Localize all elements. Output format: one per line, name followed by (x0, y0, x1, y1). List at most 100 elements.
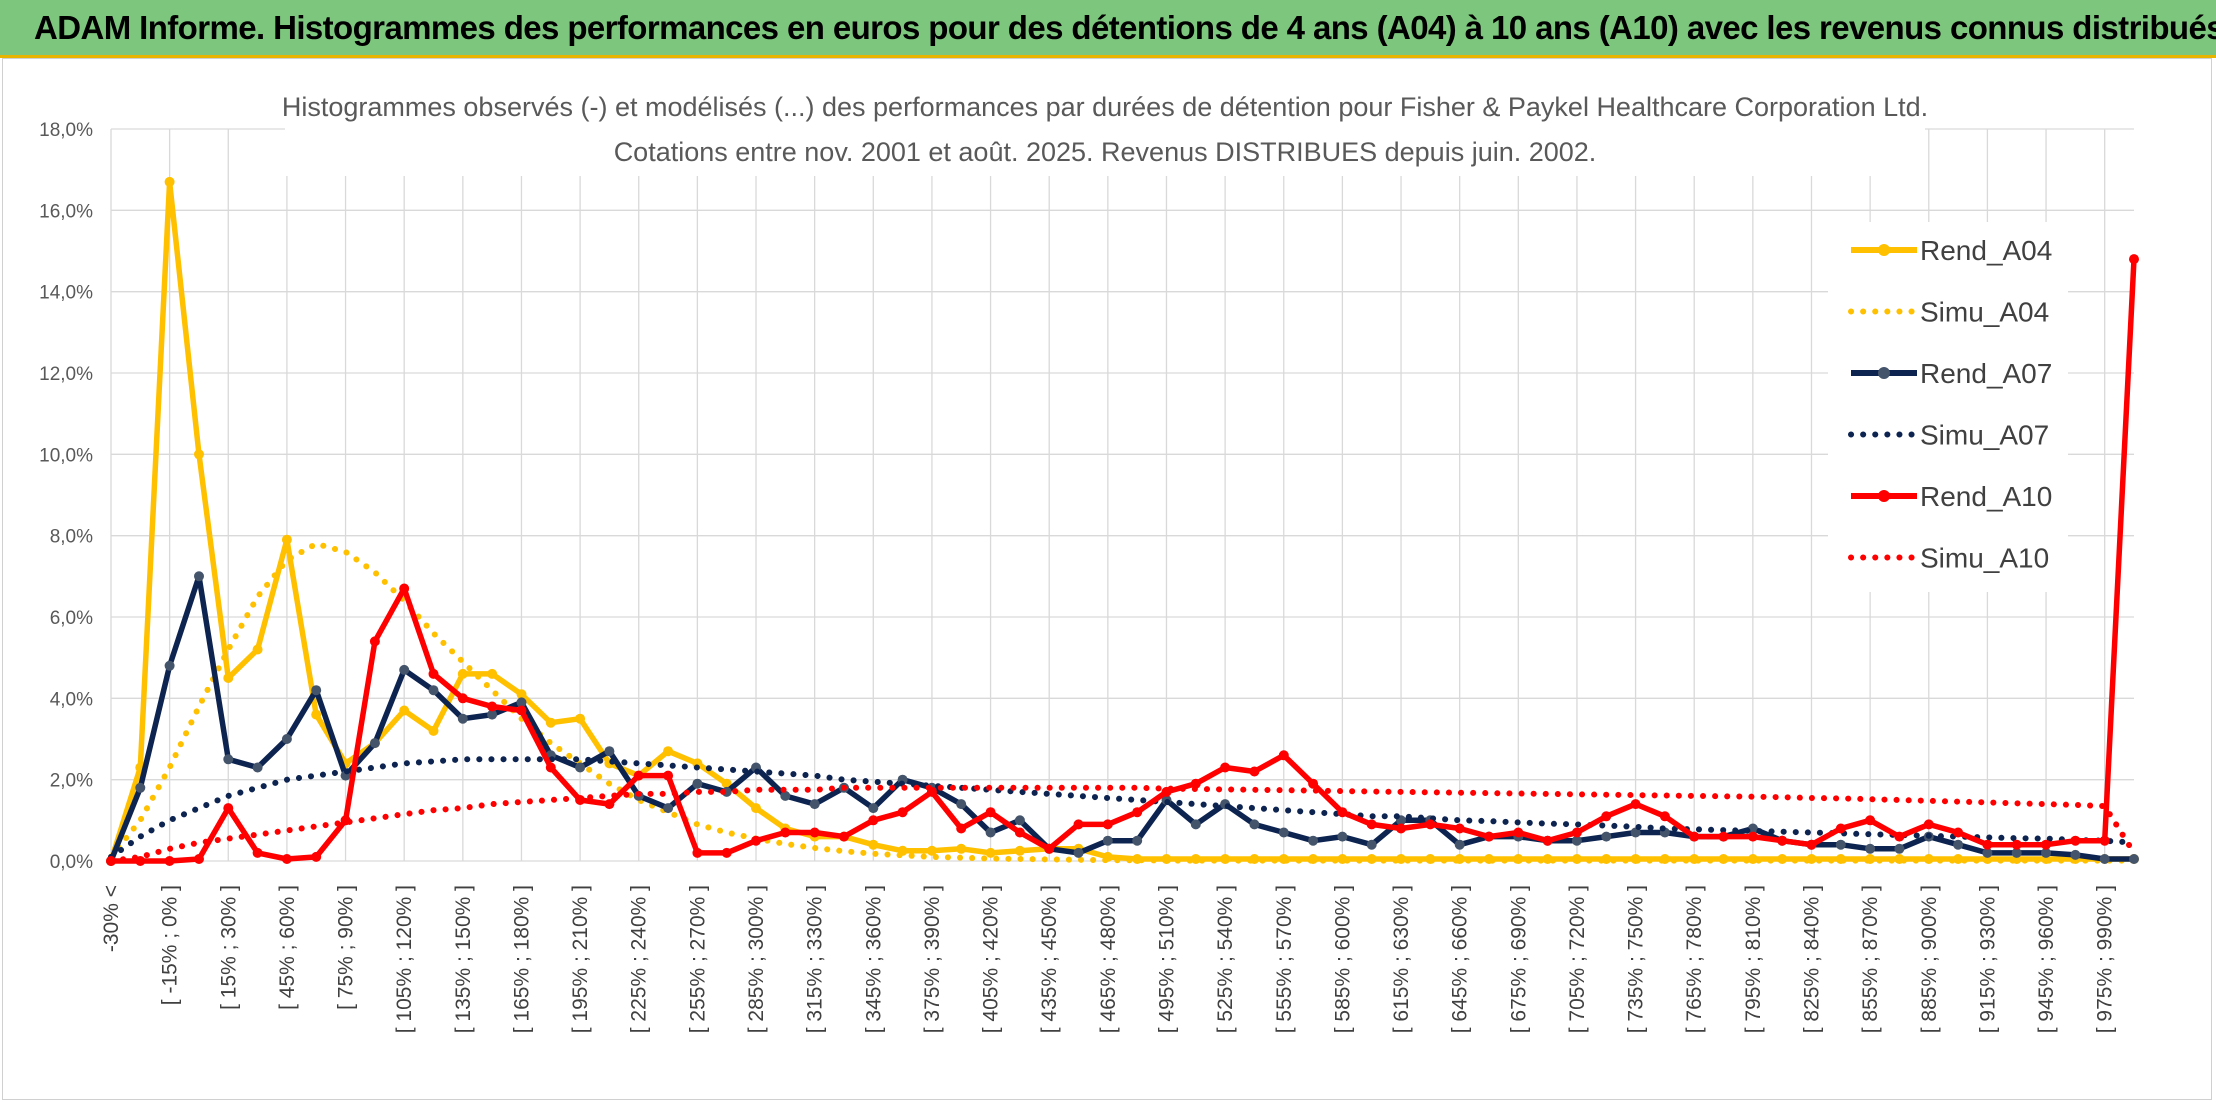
data-point (897, 807, 908, 818)
data-point (1923, 819, 1934, 830)
data-point (487, 701, 498, 712)
data-point (281, 534, 292, 545)
legend-marker (1878, 244, 1890, 256)
data-point (839, 831, 849, 842)
data-point (135, 782, 146, 793)
report-banner: ADAM Informe. Histogrammes des performan… (0, 0, 2216, 58)
x-tick-label: [ 975% ; 990% ] (2094, 885, 2117, 1033)
x-tick-label: [ 435% ; 450% ] (1038, 885, 1061, 1033)
data-point (1102, 835, 1113, 846)
subtitle-backdrop (285, 84, 1925, 176)
data-point (194, 571, 204, 582)
data-point (487, 709, 498, 720)
data-point (164, 660, 175, 671)
legend-item-simu-a07[interactable]: Simu_A07 (1848, 420, 2049, 451)
x-tick-label: [ 525% ; 540% ] (1214, 885, 1237, 1033)
legend-item-simu-a04[interactable]: Simu_A04 (1848, 297, 2049, 328)
y-tick-label: 18,0% (39, 120, 93, 141)
data-point (252, 762, 263, 773)
data-point (457, 693, 468, 704)
data-point (1454, 823, 1465, 834)
x-tick-label: [ 615% ; 630% ] (1390, 885, 1413, 1033)
data-point (2011, 839, 2022, 850)
data-point (1747, 854, 1758, 864)
x-axis-ticks: -30% < [ -15% ; 0% ] [ 15% ; 30% ] [ 45% ; … (100, 885, 2117, 1033)
data-point (1894, 843, 1905, 854)
x-tick-label: [ 945% ; 960% ] (2035, 885, 2058, 1033)
data-point (1337, 807, 1348, 818)
data-point (663, 746, 674, 757)
data-point (1747, 831, 1758, 842)
data-point (164, 856, 175, 866)
data-point (1278, 827, 1289, 838)
data-point (2011, 847, 2022, 858)
data-point (1073, 819, 1084, 830)
x-tick-label: [ 225% ; 240% ] (628, 885, 651, 1033)
data-point (428, 668, 439, 679)
data-point (956, 843, 967, 854)
x-tick-label: [ 75% ; 90% ] (335, 885, 358, 1010)
legend-item-rend-a10[interactable]: Rend_A10 (1851, 481, 2052, 512)
legend-label: Rend_A04 (1920, 235, 2052, 266)
x-tick-label: [ 105% ; 120% ] (393, 885, 416, 1033)
legend-item-simu-a10[interactable]: Simu_A10 (1848, 543, 2049, 574)
data-point (2129, 254, 2139, 265)
data-point (1014, 827, 1025, 838)
data-point (1601, 811, 1612, 822)
data-point (1953, 854, 1964, 864)
x-tick-label: [ 15% ; 30% ] (217, 885, 240, 1010)
data-point (1278, 750, 1289, 761)
data-point (369, 636, 380, 647)
y-tick-label: 2,0% (50, 771, 93, 792)
legend-item-rend-a07[interactable]: Rend_A07 (1851, 358, 2052, 389)
legend-label: Simu_A10 (1920, 543, 2049, 574)
legend[interactable]: Rend_A04 Simu_A04 Rend_A07 Simu_A07 Rend_A10… (1848, 235, 2052, 574)
y-tick-label: 10,0% (39, 445, 93, 466)
data-point (194, 854, 204, 864)
series-simu-a10 (108, 784, 2137, 864)
y-tick-label: 8,0% (50, 527, 93, 548)
data-point (1014, 845, 1025, 856)
data-point (985, 807, 996, 818)
data-point (868, 815, 879, 826)
data-point (2041, 847, 2051, 858)
x-tick-label: [ 285% ; 300% ] (745, 885, 768, 1033)
data-point (663, 770, 674, 781)
data-point (252, 644, 263, 655)
data-point (692, 847, 703, 858)
legend-item-rend-a04[interactable]: Rend_A04 (1851, 235, 2052, 266)
data-point (604, 799, 615, 810)
x-tick-label: [ 345% ; 360% ] (862, 885, 885, 1033)
x-tick-label: [ 795% ; 810% ] (1742, 885, 1765, 1033)
data-point (1982, 847, 1993, 858)
data-point (1220, 762, 1231, 773)
data-point (926, 845, 937, 856)
x-tick-label: [ 915% ; 930% ] (1976, 885, 1999, 1033)
data-point (2070, 835, 2081, 846)
data-point (2041, 839, 2051, 850)
x-tick-label: [ 165% ; 180% ] (510, 885, 533, 1033)
data-point (2070, 849, 2081, 860)
data-point (1777, 835, 1788, 846)
x-tick-label: [ 465% ; 480% ] (1097, 885, 1120, 1033)
data-point (1571, 827, 1582, 838)
y-tick-label: 0,0% (50, 852, 93, 873)
data-point (663, 803, 674, 814)
x-tick-label: [ 555% ; 570% ] (1273, 885, 1296, 1033)
data-point (428, 725, 439, 736)
data-point (1132, 807, 1143, 818)
data-point (1513, 827, 1524, 838)
x-tick-label: [ 765% ; 780% ] (1683, 885, 1706, 1033)
data-point (223, 754, 234, 765)
data-point (1190, 778, 1201, 789)
data-point (516, 697, 527, 708)
data-point (1425, 819, 1436, 830)
x-tick-label: [ 45% ; 60% ] (276, 885, 299, 1010)
data-point (516, 689, 527, 700)
x-tick-label: [ 585% ; 600% ] (1331, 885, 1354, 1033)
data-point (2099, 854, 2110, 864)
series-line (111, 258, 2137, 864)
data-point (1659, 811, 1670, 822)
data-point (1953, 827, 1964, 838)
x-tick-label: [ 495% ; 510% ] (1155, 885, 1178, 1033)
